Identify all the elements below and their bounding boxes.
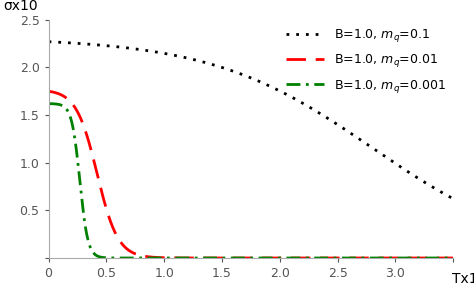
B=1.0, $m_q$=0.001 <box>46 102 51 105</box>
B=1.0, $m_q$=0.1 <box>46 40 51 43</box>
B=1.0, $m_q$=0.001 <box>309 256 315 260</box>
B=1.0, $m_q$=0.1 <box>348 131 354 135</box>
B=1.0, $m_q$=0.01 <box>450 256 456 260</box>
B=1.0, $m_q$=0.01 <box>201 256 206 260</box>
Line: B=1.0, $m_q$=0.001: B=1.0, $m_q$=0.001 <box>48 104 453 258</box>
B=1.0, $m_q$=0.01 <box>309 256 315 260</box>
B=1.0, $m_q$=0.1 <box>450 197 456 200</box>
B=1.0, $m_q$=0.01 <box>378 256 384 260</box>
Line: B=1.0, $m_q$=0.1: B=1.0, $m_q$=0.1 <box>48 42 453 199</box>
B=1.0, $m_q$=0.001 <box>450 256 456 260</box>
B=1.0, $m_q$=0.001 <box>289 256 294 260</box>
B=1.0, $m_q$=0.001 <box>348 256 354 260</box>
B=1.0, $m_q$=0.01 <box>288 256 294 260</box>
B=1.0, $m_q$=0.1 <box>288 95 294 99</box>
B=1.0, $m_q$=0.01 <box>348 256 354 260</box>
B=1.0, $m_q$=0.1 <box>378 152 384 156</box>
B=1.0, $m_q$=0.001 <box>379 256 384 260</box>
B=1.0, $m_q$=0.1 <box>309 107 315 110</box>
B=1.0, $m_q$=0.1 <box>201 60 206 64</box>
B=1.0, $m_q$=0.01 <box>46 90 51 93</box>
Legend: B=1.0, $m_q$=0.1, B=1.0, $m_q$=0.01, B=1.0, $m_q$=0.001: B=1.0, $m_q$=0.1, B=1.0, $m_q$=0.01, B=1… <box>281 22 451 100</box>
B=1.0, $m_q$=0.001 <box>231 256 237 260</box>
Line: B=1.0, $m_q$=0.01: B=1.0, $m_q$=0.01 <box>48 91 453 258</box>
X-axis label: Tx10: Tx10 <box>452 272 474 286</box>
B=1.0, $m_q$=0.001 <box>119 256 125 260</box>
Y-axis label: σx10: σx10 <box>3 0 37 13</box>
B=1.0, $m_q$=0.01 <box>450 256 456 260</box>
B=1.0, $m_q$=0.1 <box>119 46 125 49</box>
B=1.0, $m_q$=0.01 <box>119 242 125 246</box>
B=1.0, $m_q$=0.001 <box>201 256 206 260</box>
